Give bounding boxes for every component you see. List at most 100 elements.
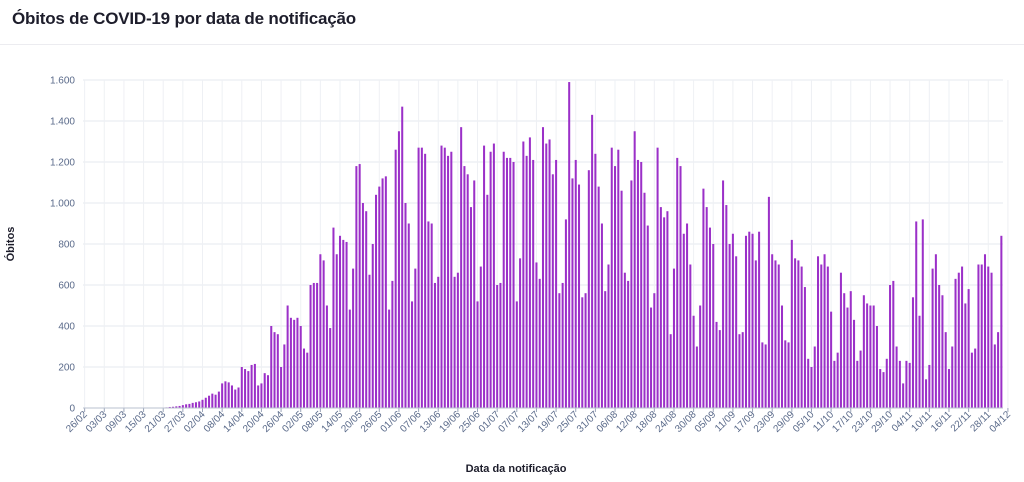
bar[interactable]	[394, 149, 397, 408]
bar[interactable]	[250, 364, 253, 408]
bar[interactable]	[574, 159, 577, 408]
bar[interactable]	[617, 149, 620, 408]
bar[interactable]	[404, 203, 407, 408]
bar[interactable]	[584, 293, 587, 408]
bar[interactable]	[663, 217, 666, 408]
bar[interactable]	[758, 231, 761, 408]
bar[interactable]	[476, 301, 479, 408]
bar[interactable]	[469, 207, 472, 408]
bar[interactable]	[420, 147, 423, 408]
bar[interactable]	[447, 155, 450, 408]
bar[interactable]	[411, 301, 414, 408]
bar[interactable]	[597, 186, 600, 408]
bar[interactable]	[430, 223, 433, 409]
bar[interactable]	[545, 143, 548, 409]
bar[interactable]	[764, 344, 767, 408]
bar[interactable]	[653, 293, 656, 408]
bar[interactable]	[564, 219, 567, 408]
bar[interactable]	[866, 303, 869, 408]
bar[interactable]	[895, 346, 898, 409]
bar[interactable]	[185, 404, 188, 408]
bar[interactable]	[679, 166, 682, 408]
bar[interactable]	[407, 223, 410, 409]
bar[interactable]	[744, 235, 748, 408]
bar[interactable]	[659, 207, 662, 408]
bar[interactable]	[276, 334, 279, 408]
bar[interactable]	[623, 272, 626, 408]
bar[interactable]	[780, 305, 784, 409]
bar[interactable]	[839, 272, 842, 408]
bar[interactable]	[384, 176, 387, 408]
bar[interactable]	[846, 307, 849, 408]
bar[interactable]	[607, 264, 610, 409]
bar[interactable]	[944, 332, 947, 408]
bar[interactable]	[947, 369, 950, 408]
bar[interactable]	[172, 406, 175, 408]
bar[interactable]	[633, 131, 636, 408]
bar[interactable]	[833, 360, 836, 408]
bar[interactable]	[898, 360, 901, 408]
bar[interactable]	[993, 344, 996, 408]
bar[interactable]	[869, 305, 872, 409]
bar[interactable]	[820, 264, 823, 409]
bar[interactable]	[951, 346, 954, 409]
bar[interactable]	[823, 254, 826, 408]
bar[interactable]	[997, 332, 1000, 408]
bar[interactable]	[286, 305, 289, 409]
bar[interactable]	[771, 254, 774, 408]
bar[interactable]	[466, 174, 469, 408]
bar[interactable]	[224, 381, 227, 408]
bar[interactable]	[505, 157, 509, 408]
bar[interactable]	[722, 180, 725, 408]
bar[interactable]	[266, 375, 269, 408]
bar[interactable]	[541, 127, 545, 409]
bar[interactable]	[686, 223, 689, 409]
bar[interactable]	[767, 196, 770, 408]
bar[interactable]	[375, 194, 378, 408]
bar[interactable]	[240, 367, 243, 408]
bar[interactable]	[817, 256, 820, 408]
bar[interactable]	[453, 276, 456, 408]
bar[interactable]	[371, 244, 374, 408]
bar[interactable]	[234, 389, 237, 408]
bar[interactable]	[931, 268, 934, 408]
bar[interactable]	[335, 254, 338, 408]
bar[interactable]	[843, 293, 846, 408]
bar[interactable]	[856, 360, 859, 408]
bar[interactable]	[309, 285, 312, 408]
bar[interactable]	[460, 127, 463, 409]
bar[interactable]	[217, 391, 220, 408]
bar[interactable]	[669, 334, 672, 408]
bar[interactable]	[263, 373, 266, 408]
bar[interactable]	[862, 295, 865, 408]
bar[interactable]	[587, 170, 590, 408]
bar[interactable]	[496, 285, 499, 408]
bar[interactable]	[800, 266, 803, 408]
bar[interactable]	[676, 157, 679, 408]
bar[interactable]	[191, 402, 194, 408]
bar[interactable]	[237, 387, 240, 409]
bar[interactable]	[352, 268, 355, 408]
bar[interactable]	[397, 131, 400, 408]
bar[interactable]	[859, 350, 862, 408]
bar[interactable]	[296, 317, 299, 408]
bar[interactable]	[355, 166, 358, 408]
bar[interactable]	[911, 297, 914, 408]
bar[interactable]	[754, 260, 757, 408]
bar[interactable]	[358, 164, 361, 408]
bar[interactable]	[987, 266, 990, 408]
bar[interactable]	[571, 178, 574, 408]
bar[interactable]	[692, 315, 695, 408]
bar[interactable]	[260, 383, 263, 408]
bar[interactable]	[221, 383, 224, 408]
bar[interactable]	[787, 342, 790, 408]
bar[interactable]	[980, 264, 983, 409]
bar[interactable]	[489, 151, 492, 408]
bar[interactable]	[247, 371, 250, 408]
bar[interactable]	[813, 346, 816, 409]
bar[interactable]	[636, 159, 639, 408]
bar[interactable]	[807, 358, 810, 408]
bar[interactable]	[437, 276, 440, 408]
bar[interactable]	[748, 231, 751, 408]
bar[interactable]	[650, 307, 653, 408]
